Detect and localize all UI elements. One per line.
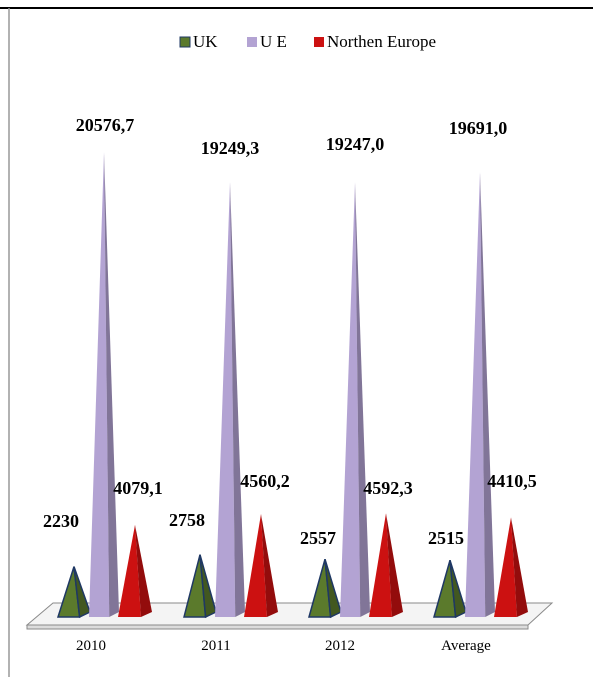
pyramid-0-1	[183, 554, 217, 619]
legend-label-0: UK	[193, 32, 218, 51]
data-label-2-2: 4592,3	[363, 478, 413, 498]
data-label-2-3: 4410,5	[487, 471, 537, 491]
data-label-1-2: 19247,0	[326, 134, 385, 154]
pyramid-1-3	[465, 172, 495, 617]
legend: UK U E Northen Europe	[179, 32, 436, 51]
data-label-0-3: 2515	[428, 528, 464, 548]
data-label-1-0: 20576,7	[76, 115, 135, 135]
pyramid-2-3	[494, 517, 528, 617]
pyramid-0-0	[56, 566, 91, 619]
chart-floor	[25, 602, 554, 630]
pyramid-1-0	[89, 152, 119, 618]
data-label-0-2: 2557	[300, 528, 336, 548]
data-label-0-1: 2758	[169, 510, 205, 530]
legend-swatch-0	[179, 36, 191, 48]
data-label-2-0: 4079,1	[113, 478, 163, 498]
value-labels: 2230 2758 2557 2515 20576,7 19249,3 19247,0 196…	[43, 115, 537, 548]
pyramid-2-1	[244, 513, 278, 617]
pyramid-0-3	[433, 559, 467, 619]
data-label-0-0: 2230	[43, 511, 79, 531]
data-label-1-1: 19249,3	[201, 138, 260, 158]
legend-swatch-2	[314, 37, 324, 47]
category-label-2: 2012	[325, 638, 355, 654]
category-label-3: Average	[441, 638, 491, 654]
pyramid-2-2	[369, 513, 403, 617]
category-label-0: 2010	[76, 638, 106, 654]
pyramid-0-2	[308, 559, 342, 619]
data-label-2-1: 4560,2	[240, 471, 290, 491]
plot-area	[56, 152, 528, 619]
category-labels: 2010 2011 2012 Average	[76, 638, 491, 654]
data-label-1-3: 19691,0	[449, 118, 508, 138]
legend-swatch-1	[247, 37, 257, 47]
pyramid-2-0	[118, 524, 152, 617]
legend-label-2: Northen Europe	[327, 32, 436, 51]
pyramid-1-2	[340, 182, 370, 617]
pyramid-1-1	[215, 182, 245, 617]
category-label-1: 2011	[201, 638, 230, 654]
legend-label-1: U E	[260, 32, 287, 51]
